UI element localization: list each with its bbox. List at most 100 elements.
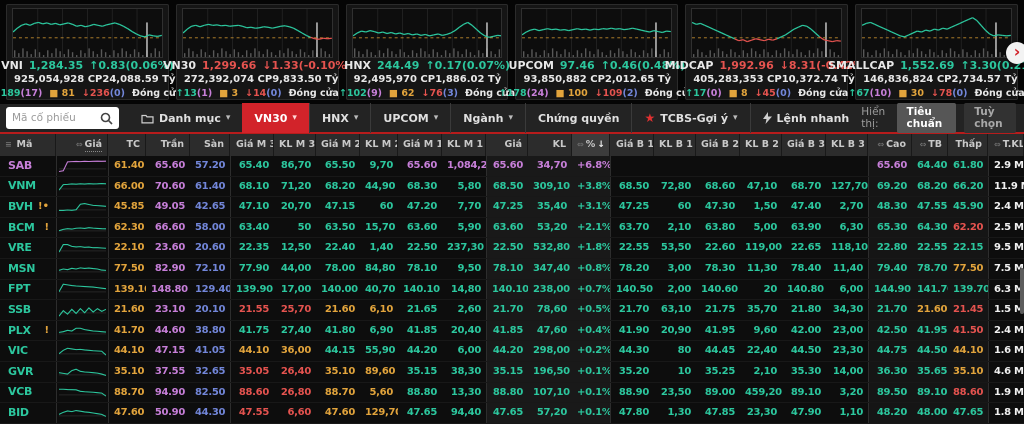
table-row-plx[interactable]: PLX! 41.70 44.60 38.80 41.75 27,40 41.80 6,90 41… [0,320,1024,342]
alert-icon[interactable]: ! [44,221,49,233]
column-header-m2[interactable]: Giá M 2 [316,134,360,156]
column-header-pct[interactable]: ⇔% ↓ [572,134,610,156]
session-status: Đóng cửa [288,88,339,99]
ticker-symbol[interactable]: GVR [0,362,56,382]
folder-icon [141,114,154,123]
column-header-tc[interactable]: TC [108,134,146,156]
column-header-klb1[interactable]: KL B 1 [654,134,696,156]
index-panel-upcom[interactable]: UPCOM 97.46 ↑0.46(0.48%) 93,850,882 CP 2,012… [499,4,695,100]
unchanged: ■ 3 [219,88,239,99]
column-header-san[interactable]: Sàn [190,134,230,156]
column-header-klm1[interactable]: KL M 1 [442,134,486,156]
cell-m2: 47.15 [324,201,355,213]
ticker-symbol[interactable]: PLX! [0,321,56,341]
tab-tcbs-g-i-[interactable]: ★ TCBS-Gợi ý ▾ [631,103,749,133]
ticker-label: BID [8,405,29,419]
ticker-symbol[interactable]: BVH !• [0,197,56,217]
unchanged: ■ 81 [49,88,75,99]
tab-vn30[interactable]: VN30 ▾ [242,103,309,133]
tab-ch-ng-quy-n[interactable]: Chứng quyền [525,103,631,133]
column-header-ma[interactable]: ≡ Mã [0,134,56,156]
ticker-symbol[interactable]: BCM! [0,218,56,238]
column-header-cao[interactable]: ⇔ Cao [868,134,912,156]
table-row-vcb[interactable]: VCB 88.70 94.90 82.50 88.60 26,80 88.70 5,60 88.… [0,382,1024,404]
ticker-symbol[interactable]: VIC [0,341,56,361]
column-header-tkl[interactable]: ⇔ T.KL [988,134,1024,156]
scrollbar-thumb[interactable] [1020,268,1024,314]
column-header-m1[interactable]: Giá M 1 [398,134,442,156]
column-header-klm2[interactable]: KL M 2 [360,134,398,156]
display-standard-button[interactable]: Tiêu chuẩn [896,103,957,133]
cell-klb3: 2,70 [839,201,864,213]
table-row-bcm[interactable]: BCM! 62.30 66.60 58.00 63.40 50 63.50 15,70 63.6… [0,217,1024,239]
column-header-m3[interactable]: Giá M 3 [230,134,274,156]
table-row-msn[interactable]: MSN 77.50 82.90 72.10 77.90 44,00 78.00 84,80 78… [0,258,1024,280]
table-row-gvr[interactable]: GVR 35.10 37.55 32.65 35.05 26,40 35.10 89,60 35… [0,361,1024,383]
column-header-kl[interactable]: KL [528,134,572,156]
column-header-b1[interactable]: Giá B 1 [610,134,654,156]
cell-klm1: 5,90 [457,221,482,233]
cell-tkl: 2.5 M [988,217,1024,238]
column-header-tb[interactable]: ⇔ TB [912,134,948,156]
chevron-down-icon: ▾ [225,113,231,123]
table-row-vre[interactable]: VRE 22.10 23.60 20.60 22.35 12,50 22.40 1,40 22.… [0,238,1024,259]
market-tabs: Danh mục ▾ VN30 ▾ HNX ▾ UPCOM ▾ Ngành ▾ Chứng quyề… [129,103,861,133]
index-panel-hnx[interactable]: HNX 244.49 ↑0.17(0.07%) 92,495,970 CP 1,886.… [339,4,515,100]
index-panel-smallcap[interactable]: SMALLCAP 1,552.69 ↑3.30(0.21%) 146,836,824 … [828,4,1024,100]
column-label: Trần [160,139,184,150]
cell-b3: 47.40 [790,201,821,213]
cell-thap: 21.45 [948,300,988,320]
ticker-symbol[interactable]: MSN [0,259,56,279]
ticker-symbol[interactable]: VNM [0,177,56,197]
index-panel-midcap[interactable]: MIDCAP 1,992.96 ↓8.31(-0.42%) 405,283,353 C… [665,4,869,100]
column-header-gia[interactable]: Giá [486,134,528,156]
column-header-klm3[interactable]: KL M 3 [274,134,316,156]
alert-icon[interactable]: ! [44,324,49,336]
column-header-b2[interactable]: Giá B 2 [696,134,740,156]
cell-kl: 78,60 [528,300,572,320]
ticker-symbol[interactable]: SAB [0,156,56,176]
cell-b3: 63.90 [790,221,821,233]
symbol-search[interactable] [6,107,119,129]
tab-danh-m-c[interactable]: Danh mục ▾ [129,103,242,133]
carousel-next-button[interactable]: › [1006,42,1024,64]
tab-l-nh-nhanh[interactable]: Lệnh nhanh [749,103,862,133]
column-header-spark[interactable]: ⇔ Giá [56,134,108,156]
display-custom-button[interactable]: Tuỳ chọn [964,103,1017,133]
ticker-symbol[interactable]: FPT [0,280,56,300]
table-row-vnm[interactable]: VNM 66.00 70.60 61.40 68.10 71,20 68.20 44,90 68… [0,176,1024,198]
table-row-vic[interactable]: VIC 44.10 47.15 41.05 44.10 36,00 44.15 55,90 44… [0,341,1024,362]
cell-b2: 140.60 [701,283,738,295]
table-row-bvh[interactable]: BVH !• 45.85 49.05 42.65 47.10 20,70 47.15 60 47.… [0,197,1024,218]
column-label: Sàn [203,139,224,150]
index-name: UPCOM [508,59,554,72]
cell-klb1: 20,90 [660,324,691,336]
ticker-symbol[interactable]: VRE [0,238,56,258]
cell-klb1: 53,50 [660,242,691,254]
table-row-ssb[interactable]: SSB 21.60 23.10 20.10 21.55 25,70 21.60 6,10 21.… [0,300,1024,321]
cell-klm2: 40,70 [365,283,396,295]
ticker-symbol[interactable]: BID [0,403,56,423]
column-label: T.KL [1002,139,1024,150]
column-header-tran[interactable]: Trần [146,134,190,156]
tab-hnx[interactable]: HNX ▾ [308,103,370,133]
alert-icon[interactable]: !• [38,200,49,212]
index-panel-vni[interactable]: VNI 1,284.35 ↑0.83(0.06%) 925,054,928 CP 24,… [0,4,182,100]
tab-upcom[interactable]: UPCOM ▾ [370,103,450,133]
index-volume: 272,392,074 CP [183,74,273,85]
column-adjust-icon: ⇔ [919,140,927,149]
column-header-klb3[interactable]: KL B 3 [826,134,868,156]
cell-klm3: 71,20 [280,180,311,192]
tab-ng-nh[interactable]: Ngành ▾ [450,103,525,133]
table-row-sab[interactable]: SAB 61.40 65.60 57.20 65.40 86,70 65.50 9,70 65.… [0,156,1024,177]
column-header-thap[interactable]: Thấp [948,134,988,156]
column-header-b3[interactable]: Giá B 3 [782,134,826,156]
cell-b1: 47.80 [610,403,654,423]
index-panel-vn30[interactable]: VN30 1,299.66 ↓1.33(-0.10%) 272,392,074 CP 9… [163,4,351,100]
column-header-klb2[interactable]: KL B 2 [740,134,782,156]
ticker-symbol[interactable]: VCB [0,383,56,403]
search-input[interactable] [12,112,100,124]
table-row-bid[interactable]: BID 47.60 50.90 44.30 47.55 6,60 47.60 129,70 47… [0,403,1024,424]
ticker-symbol[interactable]: SSB [0,300,56,320]
